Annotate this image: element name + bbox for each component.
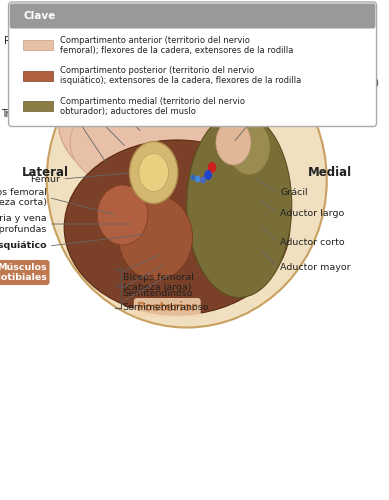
Text: (A): (A) [364, 78, 379, 88]
FancyBboxPatch shape [23, 70, 53, 81]
Ellipse shape [228, 120, 270, 175]
Text: Vena femoral
y nervio safeno: Vena femoral y nervio safeno [251, 18, 324, 37]
Text: Recto femoral: Recto femoral [4, 36, 72, 46]
Text: Aductor corto: Aductor corto [280, 238, 345, 247]
Text: Bíceps femoral
(cabeza larga): Bíceps femoral (cabeza larga) [123, 272, 193, 292]
Text: Grácil: Grácil [280, 188, 308, 197]
Text: Semitendinoso: Semitendinoso [123, 289, 193, 298]
Text: Compartimento medial (territorio del nervio
obturador); aductores del muslo: Compartimento medial (territorio del ner… [60, 96, 245, 116]
Text: Compartimento anterior (territorio del nervio
femoral); flexores de la cadera, e: Compartimento anterior (territorio del n… [60, 36, 294, 55]
Circle shape [191, 174, 195, 180]
Ellipse shape [97, 185, 148, 245]
Circle shape [139, 154, 168, 192]
FancyBboxPatch shape [23, 40, 53, 50]
Text: Nervio Isquiático: Nervio Isquiático [0, 242, 47, 250]
Circle shape [200, 176, 206, 184]
FancyBboxPatch shape [23, 101, 53, 112]
Text: Semimembranoso: Semimembranoso [123, 302, 209, 312]
Ellipse shape [58, 52, 268, 192]
FancyBboxPatch shape [10, 4, 375, 28]
Text: Tracto iliotibial: Tracto iliotibial [1, 109, 72, 119]
Text: Sartorio: Sartorio [251, 120, 289, 128]
Text: Vasto
intermedio: Vasto intermedio [19, 55, 72, 77]
Text: Fémur: Fémur [30, 174, 60, 184]
Circle shape [130, 142, 178, 204]
Text: Clave: Clave [23, 11, 56, 21]
Circle shape [204, 170, 212, 180]
Ellipse shape [64, 140, 290, 315]
Circle shape [195, 176, 200, 182]
Text: Aductor mayor: Aductor mayor [280, 263, 351, 272]
Text: Arteria femoral
y nervio del
vasto medial: Arteria femoral y nervio del vasto media… [251, 58, 323, 88]
Text: Vasto medial: Vasto medial [9, 14, 72, 24]
Text: Posterior: Posterior [137, 301, 198, 314]
Text: Aductor largo: Aductor largo [280, 210, 344, 218]
Text: Compartimento posterior (territorio del nervio
isquiático); extensores de la cad: Compartimento posterior (territorio del … [60, 66, 301, 86]
Circle shape [208, 162, 216, 173]
Text: Medial: Medial [308, 166, 352, 179]
Text: Bíceps femoral
(cabeza corta): Bíceps femoral (cabeza corta) [0, 188, 47, 207]
Text: Vasto lateral: Vasto lateral [11, 89, 72, 99]
Ellipse shape [187, 112, 292, 298]
Text: Anterior: Anterior [140, 51, 195, 64]
Ellipse shape [70, 92, 226, 192]
Ellipse shape [119, 195, 193, 280]
Text: Arteria y vena
femorales profundas: Arteria y vena femorales profundas [0, 214, 47, 234]
Ellipse shape [47, 32, 327, 328]
FancyBboxPatch shape [9, 2, 377, 126]
Text: Músculos
Isquiotibiales: Músculos Isquiotibiales [0, 263, 47, 282]
Text: Lateral: Lateral [21, 166, 68, 179]
Ellipse shape [216, 120, 251, 165]
